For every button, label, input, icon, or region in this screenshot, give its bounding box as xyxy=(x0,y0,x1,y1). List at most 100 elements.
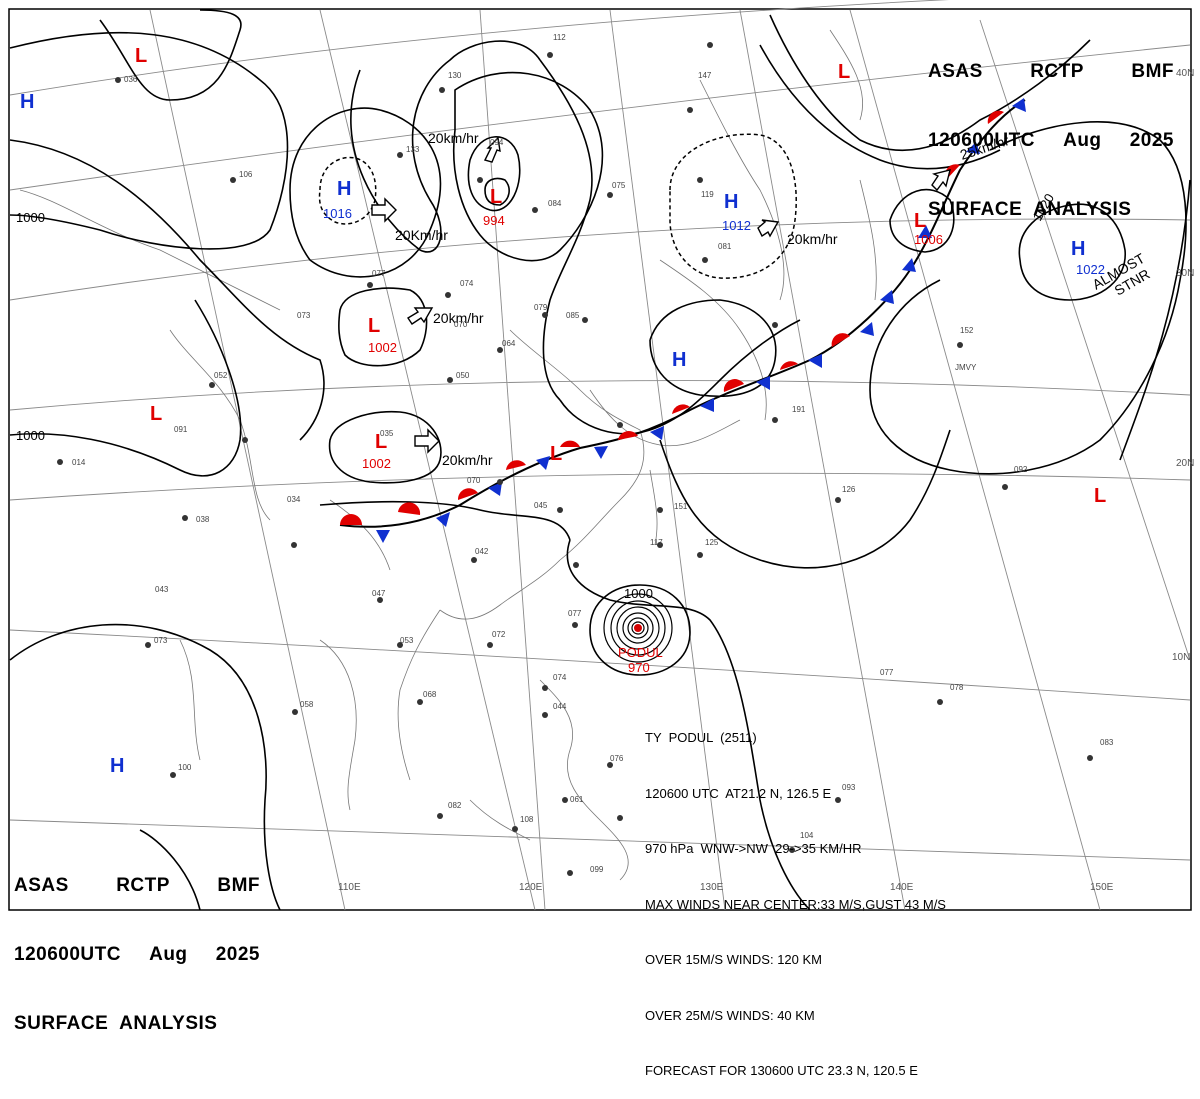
movement-speed-label: 20km/hr xyxy=(442,452,493,468)
latitude-label: 40N xyxy=(1176,68,1194,79)
station-pressure-value: 078 xyxy=(950,683,964,692)
station-pressure-value: 038 xyxy=(196,515,210,524)
station-pressure-value: 084 xyxy=(548,199,562,208)
typhoon-info-line: MAX WINDS NEAR CENTER:33 M/S,GUST 43 M/S xyxy=(645,896,946,912)
station-pressure-value: 053 xyxy=(400,636,414,645)
cold-front-triangles xyxy=(376,98,1026,543)
movement-speed-label: 20km/hr xyxy=(787,231,838,247)
central-pressure-label: 1022 xyxy=(1076,262,1105,277)
station-pressure-value: 092 xyxy=(1014,465,1028,474)
station-pressure-value: 068 xyxy=(423,690,437,699)
header-station: RCTP xyxy=(1030,61,1084,82)
typhoon-info: TY PODUL (2511) 120600 UTC AT21.2 N, 126… xyxy=(645,692,946,1099)
station-pressure-value: 035 xyxy=(380,429,394,438)
low-pressure-symbol: L xyxy=(914,210,926,232)
station-pressure-value: 108 xyxy=(520,815,534,824)
central-pressure-label: 1002 xyxy=(368,340,397,355)
station-pressure-value: 072 xyxy=(492,630,506,639)
header-title: SURFACE ANALYSIS xyxy=(928,199,1132,220)
high-pressure-symbol: H xyxy=(672,349,686,371)
header-time: 120600UTC xyxy=(928,130,1035,151)
typhoon-pressure-label: 970 xyxy=(628,660,650,675)
longitude-label: 120E xyxy=(519,882,543,893)
movement-arrows xyxy=(371,136,951,454)
station-pressure-value: 094 xyxy=(490,138,504,147)
header-title: SURFACE ANALYSIS xyxy=(14,1013,218,1034)
latitude-label: 30N xyxy=(1176,268,1194,279)
central-pressure-label: 1002 xyxy=(362,456,391,471)
longitude-label: 110E xyxy=(338,882,361,893)
station-pressure-value: 147 xyxy=(698,71,712,80)
station-id-label: JMVY xyxy=(955,363,977,372)
low-pressure-symbol: L xyxy=(150,403,162,425)
low-pressure-symbol: L xyxy=(490,186,502,208)
station-pressure-value: 073 xyxy=(154,636,168,645)
central-pressure-label: 994 xyxy=(483,213,505,228)
station-pressure-value: 047 xyxy=(372,589,386,598)
typhoon-info-line: TY PODUL (2511) xyxy=(645,730,757,745)
isobar-value-label: 1000 xyxy=(624,586,653,601)
station-pressure-value: 042 xyxy=(475,547,489,556)
typhoon-center xyxy=(634,624,642,632)
station-pressure-value: 130 xyxy=(448,71,462,80)
station-pressure-value: 133 xyxy=(406,145,420,154)
typhoon-info-line: 120600 UTC AT21.2 N, 126.5 E xyxy=(645,785,832,801)
header-bottom-left: ASAS RCTP BMF 120600UTC Aug 2025 SURFACE ANA… xyxy=(14,828,260,1058)
high-pressure-symbol: H xyxy=(1071,238,1085,260)
station-pressure-value: 099 xyxy=(590,865,604,874)
isobar-value-label: 1000 xyxy=(16,210,45,225)
stationary-front xyxy=(339,98,1026,543)
header-year: 2025 xyxy=(215,944,260,965)
header-time: 120600UTC xyxy=(14,944,121,965)
low-pressure-symbol: L xyxy=(375,431,387,453)
typhoon-name-label: PODUL xyxy=(618,645,663,660)
movement-speed-label: 20Km/hr xyxy=(395,227,448,243)
station-pressure-value: 077 xyxy=(880,668,894,677)
station-pressure-value: 079 xyxy=(534,303,548,312)
map-frame xyxy=(8,8,1192,911)
typhoon-info-line: OVER 15M/S WINDS: 120 KM xyxy=(645,952,822,967)
movement-speed-label: 20km/hr xyxy=(428,130,479,146)
station-pressure-value: 082 xyxy=(448,801,462,810)
station-pressure-value: 126 xyxy=(842,485,856,494)
header-year: 2025 xyxy=(1129,130,1174,151)
station-pressure-value: 106 xyxy=(239,170,253,179)
station-pressure-value: 083 xyxy=(1100,738,1114,747)
header-code: BMF xyxy=(217,875,260,896)
header-agency: ASAS xyxy=(928,61,983,82)
warm-front-semicircles xyxy=(340,110,1004,525)
high-pressure-symbol: H xyxy=(337,178,351,200)
header-agency: ASAS xyxy=(14,875,69,896)
station-pressure-value: 043 xyxy=(155,585,169,594)
station-pressure-value: 074 xyxy=(460,279,474,288)
low-pressure-symbol: L xyxy=(135,45,147,67)
header-month: Aug xyxy=(1063,130,1102,151)
station-pressure-value: 050 xyxy=(456,371,470,380)
typhoon-info-line: OVER 25M/S WINDS: 40 KM xyxy=(645,1007,815,1023)
header-station: RCTP xyxy=(116,875,170,896)
station-pressure-value: 081 xyxy=(718,242,732,251)
station-pressure-value: 085 xyxy=(566,311,580,320)
station-pressure-value: 064 xyxy=(502,339,516,348)
central-pressure-label: 1016 xyxy=(323,206,352,221)
station-pressure-value: 091 xyxy=(174,425,188,434)
station-pressure-value: 151 xyxy=(674,502,688,511)
station-pressure-value: 034 xyxy=(287,495,301,504)
low-pressure-symbol: L xyxy=(838,61,850,83)
station-pressure-value: 058 xyxy=(300,700,314,709)
header-code: BMF xyxy=(1131,61,1174,82)
header-top-right: ASAS RCTP BMF 120600UTC Aug 2025 SURFACE ANA… xyxy=(928,14,1174,244)
station-pressure-value: 191 xyxy=(792,405,806,414)
station-pressure-value: 125 xyxy=(705,538,719,547)
station-pressure-value: 045 xyxy=(534,501,548,510)
station-plots xyxy=(57,42,1093,876)
station-pressure-value: 052 xyxy=(214,371,228,380)
station-pressure-value: 076 xyxy=(610,754,624,763)
isobars xyxy=(9,9,1191,911)
typhoon-info-line: 970 hPa WNW->NW 29->35 KM/HR xyxy=(645,841,862,856)
station-pressure-value: 044 xyxy=(553,702,567,711)
longitude-label: 140E xyxy=(890,882,914,893)
station-pressure-value: 061 xyxy=(570,795,584,804)
station-pressure-value: 036 xyxy=(124,75,138,84)
low-pressure-symbol: L xyxy=(368,315,380,337)
